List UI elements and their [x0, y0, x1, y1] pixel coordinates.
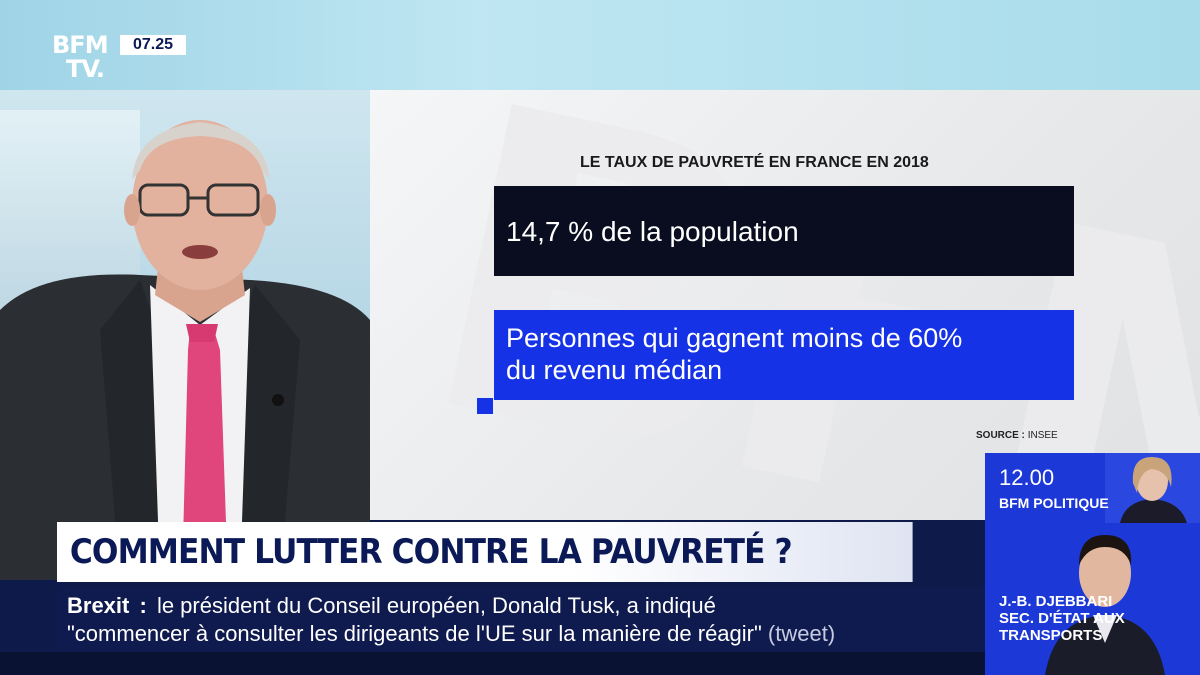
source-label: SOURCE : — [976, 430, 1025, 441]
promo-guest-role-1: SEC. D'ÉTAT AUX — [999, 610, 1125, 627]
top-background-band — [0, 0, 1200, 90]
poverty-rate-box: 14,7 % de la population — [494, 186, 1074, 276]
program-promo: 12.00 BFM POLITIQUE J.-B. DJEBBARI SEC. … — [985, 453, 1200, 675]
infographic-panel: BFM — [370, 90, 1200, 520]
promo-guest-image — [1045, 535, 1165, 675]
definition-box: Personnes qui gagnent moins de 60% du re… — [494, 310, 1074, 400]
infographic-title: LE TAUX DE PAUVRETÉ EN FRANCE EN 2018 — [580, 154, 929, 171]
promo-guest-name: J.-B. DJEBBARI — [999, 593, 1113, 610]
news-ticker: Brexit : le président du Conseil europée… — [57, 586, 985, 652]
ticker-label: Brexit — [67, 593, 130, 618]
clock: 07.25 — [120, 35, 186, 55]
ticker-line-2: "commencer à consulter les dirigeants de… — [67, 620, 985, 648]
promo-anchor-image — [1105, 453, 1200, 523]
ticker-text-1: le président du Conseil européen, Donald… — [156, 593, 716, 618]
promo-time: 12.00 — [999, 465, 1055, 490]
promo-guest-caption: J.-B. DJEBBARI SEC. D'ÉTAT AUX TRANSPORT… — [999, 593, 1199, 644]
definition-line-2: du revenu médian — [506, 355, 723, 385]
logo-line-1: BFM — [52, 31, 109, 59]
source-note: SOURCE : INSEE — [976, 430, 1058, 441]
bfmtv-logo: BFM TV. — [52, 33, 114, 87]
promo-show: BFM POLITIQUE — [999, 495, 1109, 511]
poverty-rate-text: 14,7 % de la population — [506, 216, 799, 247]
definition-box-corner — [477, 398, 493, 414]
logo-line-2: TV. — [66, 55, 105, 83]
ticker-separator: : — [139, 593, 147, 618]
ticker-text-2: "commencer à consulter les dirigeants de… — [67, 621, 762, 646]
ticker-suffix: (tweet) — [767, 621, 836, 646]
promo-guest-role-2: TRANSPORTS — [999, 627, 1103, 644]
ticker-line-1: Brexit : le président du Conseil europée… — [67, 592, 985, 620]
presenter-image — [0, 120, 370, 580]
headline-banner: COMMENT LUTTER CONTRE LA PAUVRETÉ ? — [57, 522, 913, 582]
definition-line-1: Personnes qui gagnent moins de 60% — [506, 323, 963, 353]
source-value: INSEE — [1027, 430, 1058, 441]
bottom-strip — [0, 652, 1200, 675]
